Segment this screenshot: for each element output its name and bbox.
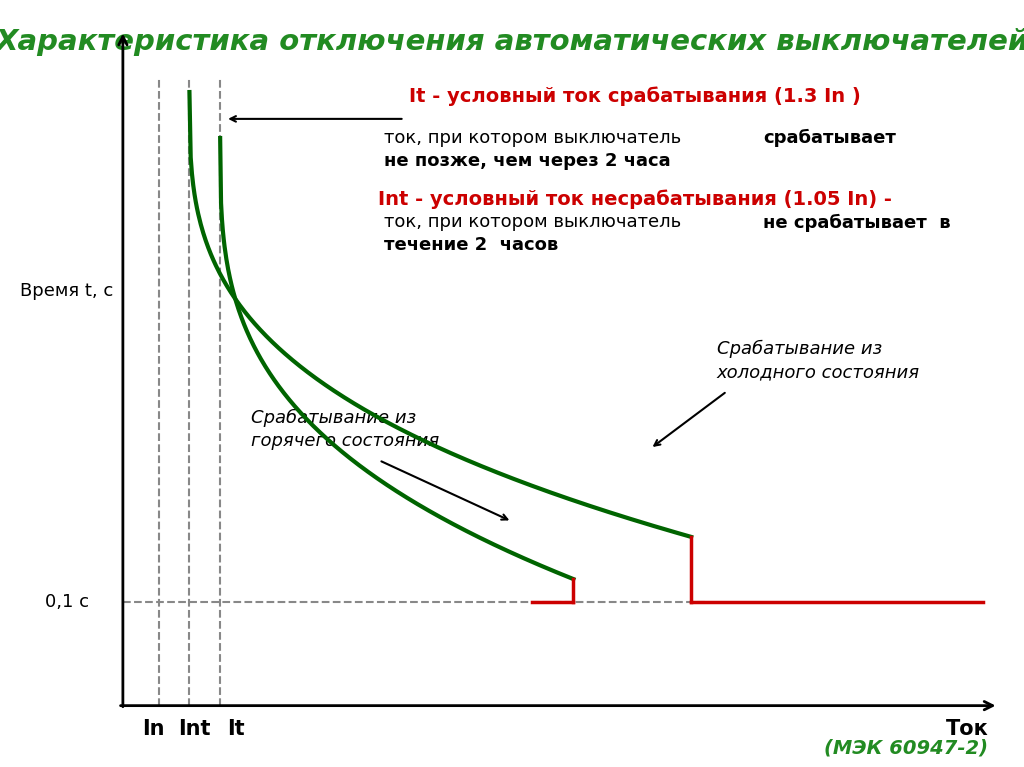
Text: течение 2  часов: течение 2 часов [384, 236, 558, 255]
Text: (МЭК 60947-2): (МЭК 60947-2) [824, 739, 988, 757]
Text: It: It [226, 719, 245, 739]
Text: Int - условный ток несрабатывания (1.05 In) -: Int - условный ток несрабатывания (1.05 … [378, 189, 892, 209]
Text: не срабатывает  в: не срабатывает в [763, 213, 950, 232]
Text: ток, при котором выключатель: ток, при котором выключатель [384, 213, 681, 232]
Text: Ток: Ток [946, 719, 989, 739]
Text: Int: Int [178, 719, 211, 739]
Text: 0,1 с: 0,1 с [45, 593, 88, 611]
Text: It - условный ток срабатывания (1.3 In ): It - условный ток срабатывания (1.3 In ) [409, 86, 861, 106]
Text: ток, при котором выключатель: ток, при котором выключатель [384, 129, 681, 147]
Text: In: In [142, 719, 165, 739]
Text: Время t, с: Время t, с [19, 282, 114, 301]
Text: Характеристика отключения автоматических выключателей: Характеристика отключения автоматических… [0, 28, 1024, 56]
Text: Срабатывание из
горячего состояния: Срабатывание из горячего состояния [251, 409, 439, 450]
Text: не позже, чем через 2 часа: не позже, чем через 2 часа [384, 152, 671, 170]
Text: срабатывает: срабатывает [763, 129, 896, 147]
Text: Срабатывание из
холодного состояния: Срабатывание из холодного состояния [717, 340, 920, 381]
